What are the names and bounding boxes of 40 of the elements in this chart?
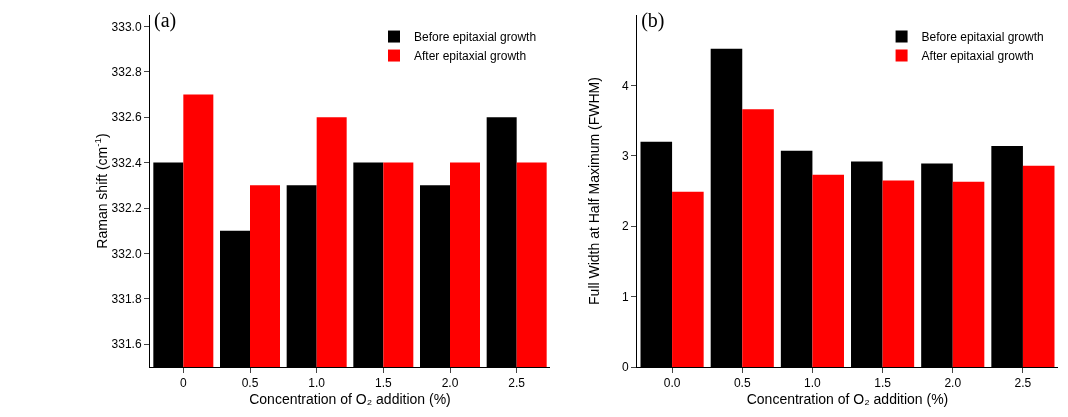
bar <box>672 191 704 367</box>
bar <box>882 180 915 367</box>
y-tick-label: 333.0 <box>111 19 142 34</box>
x-tick-label: 2.5 <box>1014 376 1032 391</box>
y-tick-label: 0 <box>621 360 629 375</box>
x-tick-label: 2.0 <box>944 376 962 391</box>
legend-label: After epitaxial growth <box>921 49 1034 64</box>
legend-label: Before epitaxial growth <box>414 30 537 45</box>
x-tick-label: 0.5 <box>241 376 259 391</box>
x-tick-label: 0.0 <box>663 376 681 391</box>
y-tick-label: 3 <box>621 149 629 163</box>
bar <box>1022 165 1055 367</box>
x-axis-title: Concentration of O₂ addition (%) <box>746 390 949 407</box>
y-tick-label: 4 <box>621 78 629 93</box>
x-tick-label: 1.0 <box>804 376 822 391</box>
y-tick-label: 332.6 <box>111 110 142 125</box>
x-tick-label: 2.0 <box>441 376 459 391</box>
y-tick-label: 332.2 <box>111 201 142 216</box>
y-tick-label: 332.0 <box>111 246 142 261</box>
y-axis-title: Full Width at Half Maximum (FWHM) <box>586 77 602 305</box>
x-tick-label: 2.5 <box>508 376 526 391</box>
bar <box>742 109 774 367</box>
x-tick-label: 1.5 <box>374 376 392 391</box>
y-tick-label: 331.8 <box>111 292 142 307</box>
bar <box>952 181 985 367</box>
chart-title: (b) <box>641 8 665 32</box>
x-tick-label: 0.5 <box>733 376 751 391</box>
chart-title: (a) <box>154 8 177 32</box>
x-tick-label: 0 <box>179 376 187 391</box>
bar <box>812 174 844 367</box>
legend-label: After epitaxial growth <box>414 49 527 64</box>
legend-label: Before epitaxial growth <box>921 30 1044 45</box>
y-tick-label: 332.4 <box>111 155 142 170</box>
y-tick-label: 2 <box>621 219 629 234</box>
x-axis-title: Concentration of O₂ addition (%) <box>249 390 451 407</box>
x-tick-label: 1.0 <box>308 376 326 391</box>
y-tick-label: 331.6 <box>111 337 142 352</box>
y-tick-label: 1 <box>621 289 629 304</box>
x-tick-label: 1.5 <box>874 376 892 391</box>
y-tick-label: 332.8 <box>111 64 142 79</box>
